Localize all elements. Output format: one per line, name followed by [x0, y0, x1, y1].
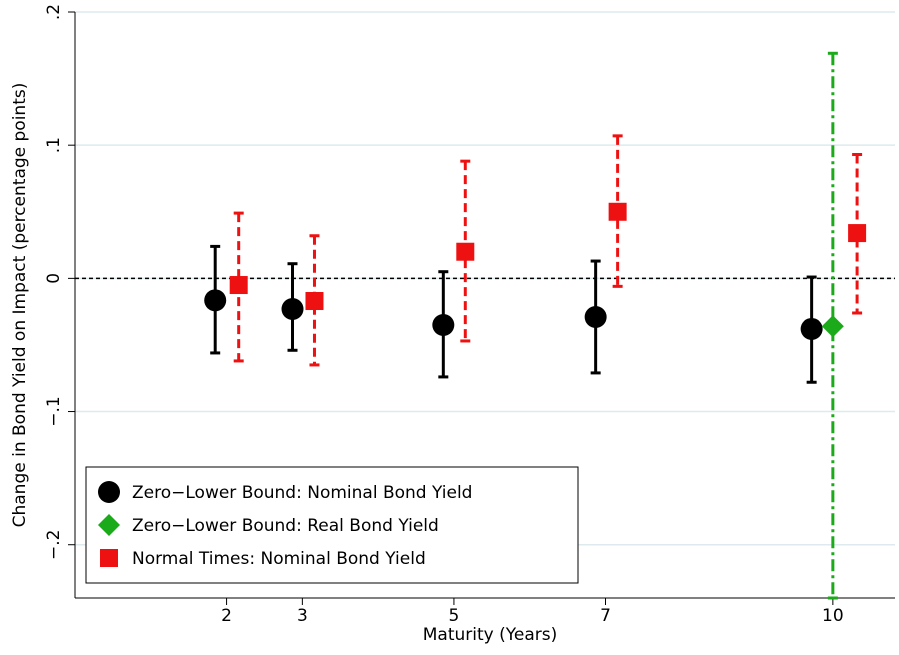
- point: [608, 202, 627, 221]
- legend-label: Zero−Lower Bound: Real Bond Yield: [132, 516, 439, 536]
- point: [281, 297, 304, 320]
- x-axis-label: Maturity (Years): [423, 625, 557, 645]
- y-tick-label: 0: [44, 273, 64, 284]
- point: [821, 315, 844, 338]
- point: [432, 313, 455, 336]
- y-tick-label: −.2: [44, 529, 64, 559]
- legend: Zero−Lower Bound: Nominal Bond Yield Zero…: [85, 466, 579, 584]
- x-tick-label: 7: [600, 606, 611, 626]
- x-tick-label: 10: [822, 606, 844, 626]
- y-tick-label: −.1: [44, 396, 64, 426]
- y-axis-label: Change in Bond Yield on Impact (percenta…: [10, 83, 30, 528]
- point: [229, 276, 248, 295]
- point: [204, 289, 227, 312]
- point: [848, 224, 867, 243]
- legend-marker: [100, 549, 118, 567]
- x-tick-label: 3: [297, 606, 308, 626]
- legend-label: Normal Times: Nominal Bond Yield: [132, 549, 426, 569]
- y-tick-label: .2: [44, 4, 64, 20]
- point: [800, 317, 823, 340]
- legend-marker: [98, 481, 120, 503]
- point: [456, 242, 475, 261]
- y-tick-label: .1: [44, 137, 64, 153]
- legend-marker: [98, 514, 120, 536]
- legend-box: [85, 466, 579, 584]
- point: [584, 305, 607, 328]
- legend-label: Zero−Lower Bound: Nominal Bond Yield: [132, 483, 472, 503]
- point: [305, 292, 324, 311]
- x-tick-label: 2: [221, 606, 232, 626]
- x-tick-label: 5: [449, 606, 460, 626]
